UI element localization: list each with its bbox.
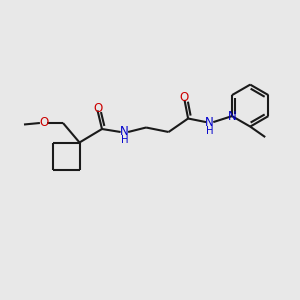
Text: O: O [180,91,189,104]
Text: H: H [206,125,214,136]
Text: N: N [120,125,129,139]
Text: H: H [121,135,128,146]
Text: N: N [228,110,236,123]
Text: O: O [93,101,102,115]
Text: O: O [39,116,48,130]
Text: N: N [205,116,214,129]
